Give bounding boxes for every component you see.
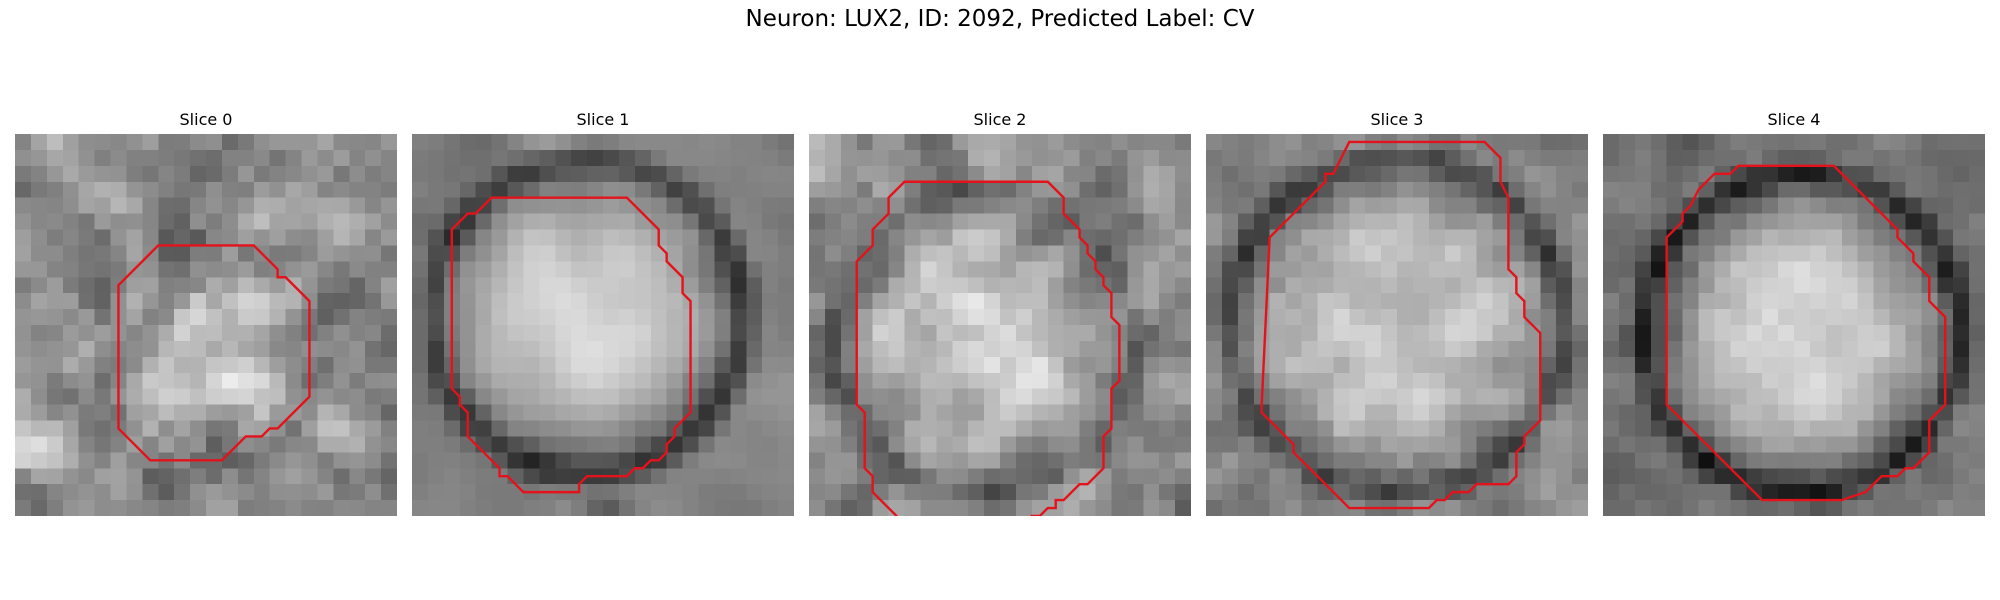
roi-contour	[450, 196, 692, 494]
slice-image-3	[1206, 134, 1588, 516]
slice-image-0	[15, 134, 397, 516]
slice-title-0: Slice 0	[179, 110, 233, 129]
slice-title-3: Slice 3	[1370, 110, 1424, 129]
slice-panel-0: Slice 0	[15, 110, 397, 516]
slice-title-1: Slice 1	[576, 110, 630, 129]
roi-contour	[1665, 164, 1947, 502]
roi-contour	[1260, 140, 1542, 510]
slice-title-2: Slice 2	[973, 110, 1027, 129]
roi-contour	[117, 244, 311, 462]
slice-image-1	[412, 134, 794, 516]
slice-image-4	[1603, 134, 1985, 516]
slice-panel-3: Slice 3	[1206, 110, 1588, 516]
slice-panel-1: Slice 1	[412, 110, 794, 516]
slice-panel-4: Slice 4	[1603, 110, 1985, 516]
roi-contour	[855, 180, 1121, 516]
slice-title-4: Slice 4	[1767, 110, 1821, 129]
slice-panel-2: Slice 2	[809, 110, 1191, 516]
figure-title: Neuron: LUX2, ID: 2092, Predicted Label:…	[745, 6, 1255, 32]
slice-image-2	[809, 134, 1191, 516]
